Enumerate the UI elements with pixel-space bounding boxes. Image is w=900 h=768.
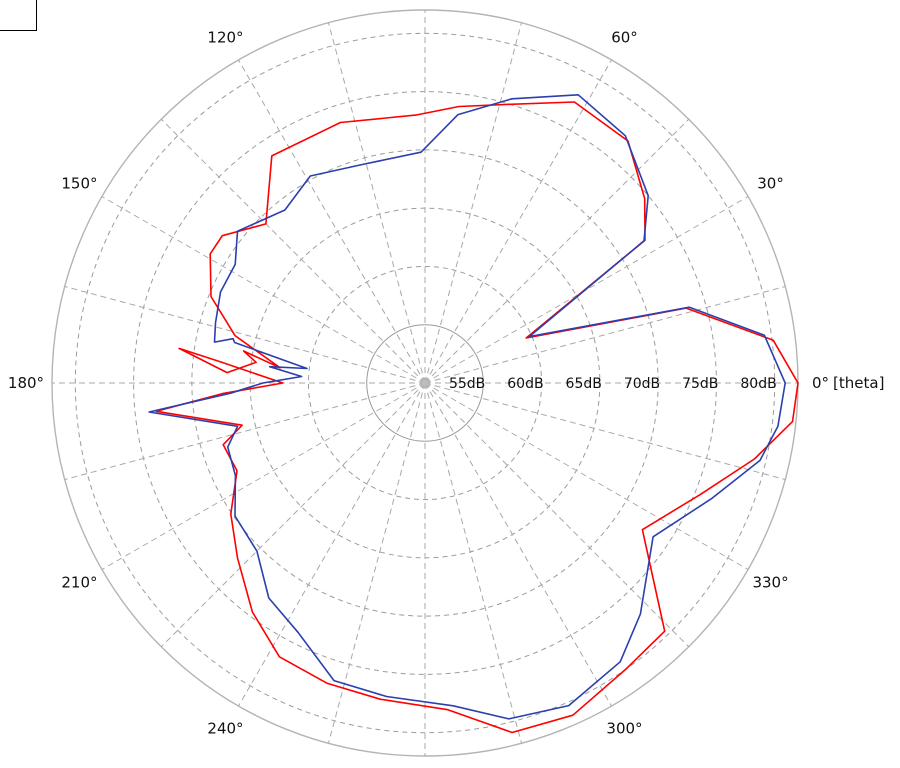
grid-layer [51,9,799,757]
radial-tick-label: 60dB [507,376,543,392]
spoke-195 [64,382,426,481]
spoke-300 [424,382,612,707]
center-marker [421,379,429,387]
angle-tick-label: 150° [61,175,97,193]
series-line-1 [155,101,799,734]
spoke-75 [424,22,523,384]
spoke-255 [327,382,426,744]
spoke-15 [424,285,786,384]
spoke-60 [424,59,612,384]
spoke-345 [424,382,786,481]
spoke-225 [160,382,426,648]
spoke-30 [424,196,749,384]
spoke-45 [424,118,690,384]
corner-box [0,0,37,31]
spoke-150 [101,196,426,384]
angle-tick-label: 180° [8,374,44,392]
spoke-165 [64,285,426,384]
label-layer: 0°[theta]30°60°90°120°150°180°210°240°27… [8,28,885,738]
ring-55 [366,324,484,442]
series-line-2 [148,94,786,720]
radial-tick-label: 65dB [566,376,602,392]
angle-tick-label: 0° [812,374,829,392]
angle-tick-label: 330° [752,574,788,592]
spoke-285 [424,382,523,744]
spoke-105 [327,22,426,384]
angle-tick-label: 300° [606,720,642,738]
angle-tick-label: 60° [611,28,638,46]
spoke-135 [160,118,426,384]
angle-axis-label: [theta] [833,374,884,392]
spoke-240 [238,382,426,707]
radial-tick-label: 70dB [624,376,660,392]
spoke-120 [238,59,426,384]
angle-tick-label: 30° [757,175,784,193]
ring-60 [307,265,543,501]
angle-tick-label: 120° [207,28,243,46]
angle-tick-label: 240° [207,720,243,738]
series-layer [148,94,799,734]
spoke-315 [424,382,690,648]
spoke-330 [424,382,749,570]
ring-80 [74,32,776,734]
radial-tick-label: 55dB [449,376,485,392]
radial-tick-label: 80dB [740,376,776,392]
spoke-210 [101,382,426,570]
radial-tick-label: 75dB [682,376,718,392]
angle-tick-label: 210° [61,574,97,592]
